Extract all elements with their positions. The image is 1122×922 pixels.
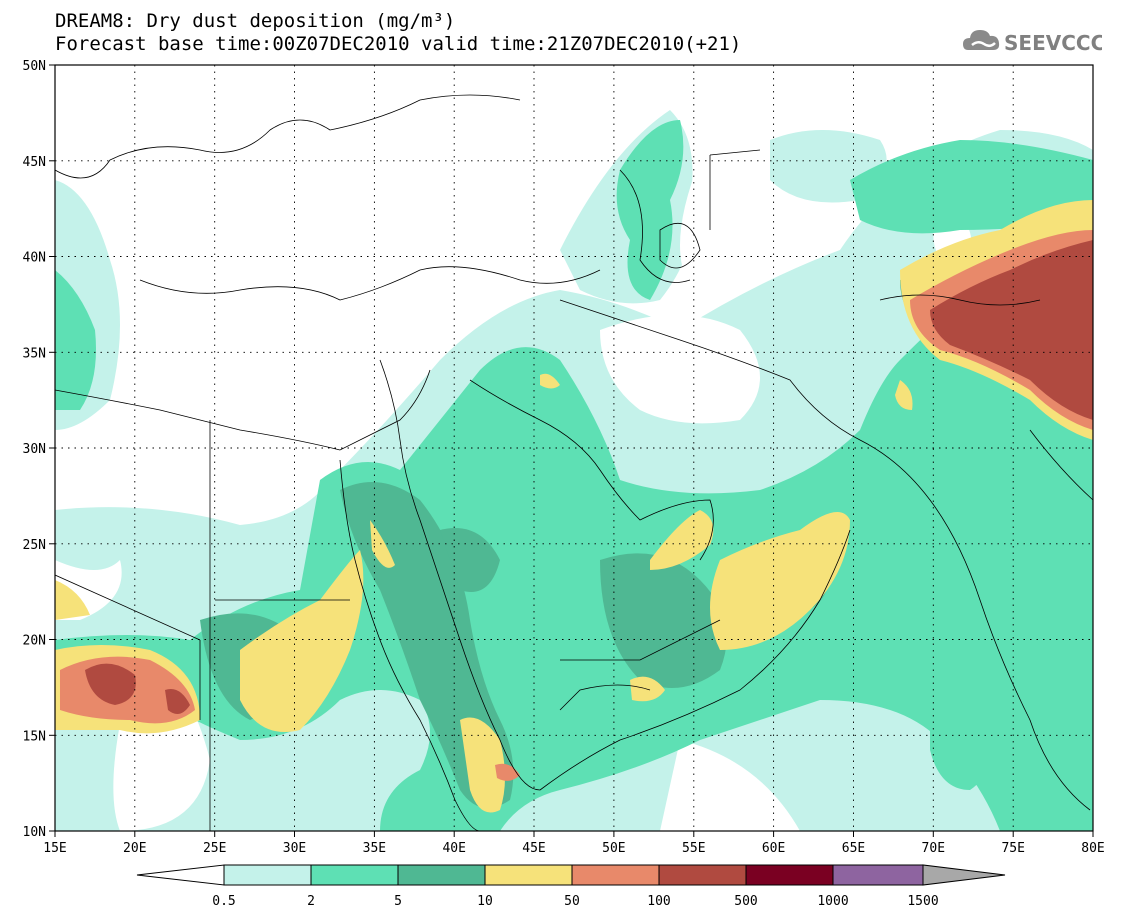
lon-label: 15E xyxy=(43,841,66,856)
lat-label: 15N xyxy=(23,729,46,744)
lon-label: 50E xyxy=(602,841,625,856)
colorbar-swatch xyxy=(571,864,660,886)
forecast-time-subtitle: Forecast base time:00Z07DEC2010 valid ti… xyxy=(55,33,742,55)
lat-label: 30N xyxy=(23,442,46,457)
lon-label: 60E xyxy=(762,841,785,856)
lon-label: 45E xyxy=(522,841,545,856)
cloud-logo-icon xyxy=(963,30,1000,50)
colorbar-swatch xyxy=(397,864,486,886)
colorbar-label: 100 xyxy=(647,894,670,909)
lon-label: 30E xyxy=(283,841,306,856)
colorbar-over-triangle xyxy=(922,864,1006,886)
colorbar-label: 5 xyxy=(394,894,402,909)
lon-label: 65E xyxy=(842,841,865,856)
lat-label: 50N xyxy=(23,59,46,74)
lat-label: 20N xyxy=(23,634,46,649)
lon-label: 75E xyxy=(1001,841,1024,856)
graticule xyxy=(55,65,1093,831)
lon-label: 35E xyxy=(363,841,386,856)
colorbar-swatch xyxy=(310,864,399,886)
colorbar-swatch xyxy=(484,864,573,886)
colorbar-label: 2 xyxy=(307,894,315,909)
colorbar-swatch xyxy=(745,864,834,886)
lat-label: 10N xyxy=(23,825,46,840)
colorbar-label: 1000 xyxy=(817,894,848,909)
latitude-labels: 50N 45N 40N 35N 30N 25N 20N 15N 10N xyxy=(23,59,46,840)
colorbar-label: 1500 xyxy=(907,894,938,909)
lon-label: 80E xyxy=(1081,841,1104,856)
colorbar-label: 10 xyxy=(477,894,493,909)
level-100-to-500 xyxy=(85,240,1093,714)
map-title: DREAM8: Dry dust deposition (mg/m³) xyxy=(55,10,456,32)
colorbar-swatch xyxy=(658,864,747,886)
lon-label: 25E xyxy=(203,841,226,856)
tick-marks xyxy=(49,64,1094,837)
country-borders xyxy=(55,94,1093,831)
lon-label: 70E xyxy=(922,841,945,856)
logo-text: SEEVCCC xyxy=(1004,31,1102,55)
lon-label: 20E xyxy=(123,841,146,856)
colorbar-swatch xyxy=(832,864,924,886)
lat-label: 45N xyxy=(23,155,46,170)
colorbar-label: 50 xyxy=(564,894,580,909)
colorbar-label: 500 xyxy=(734,894,757,909)
colorbar-swatch xyxy=(223,864,312,886)
lat-label: 25N xyxy=(23,538,46,553)
lon-label: 40E xyxy=(442,841,465,856)
colorbar: 0.5 2 5 10 50 100 500 1000 1500 xyxy=(136,864,1006,909)
seevccc-logo: SEEVCCC xyxy=(963,30,1102,55)
lon-label: 55E xyxy=(682,841,705,856)
longitude-labels: 15E 20E 25E 30E 35E 40E 45E 50E 55E 60E … xyxy=(43,841,1104,856)
lat-label: 35N xyxy=(23,346,46,361)
lat-label: 40N xyxy=(23,251,46,266)
colorbar-label: 0.5 xyxy=(212,894,235,909)
dust-field xyxy=(55,110,1093,831)
colorbar-under-triangle xyxy=(136,864,225,886)
